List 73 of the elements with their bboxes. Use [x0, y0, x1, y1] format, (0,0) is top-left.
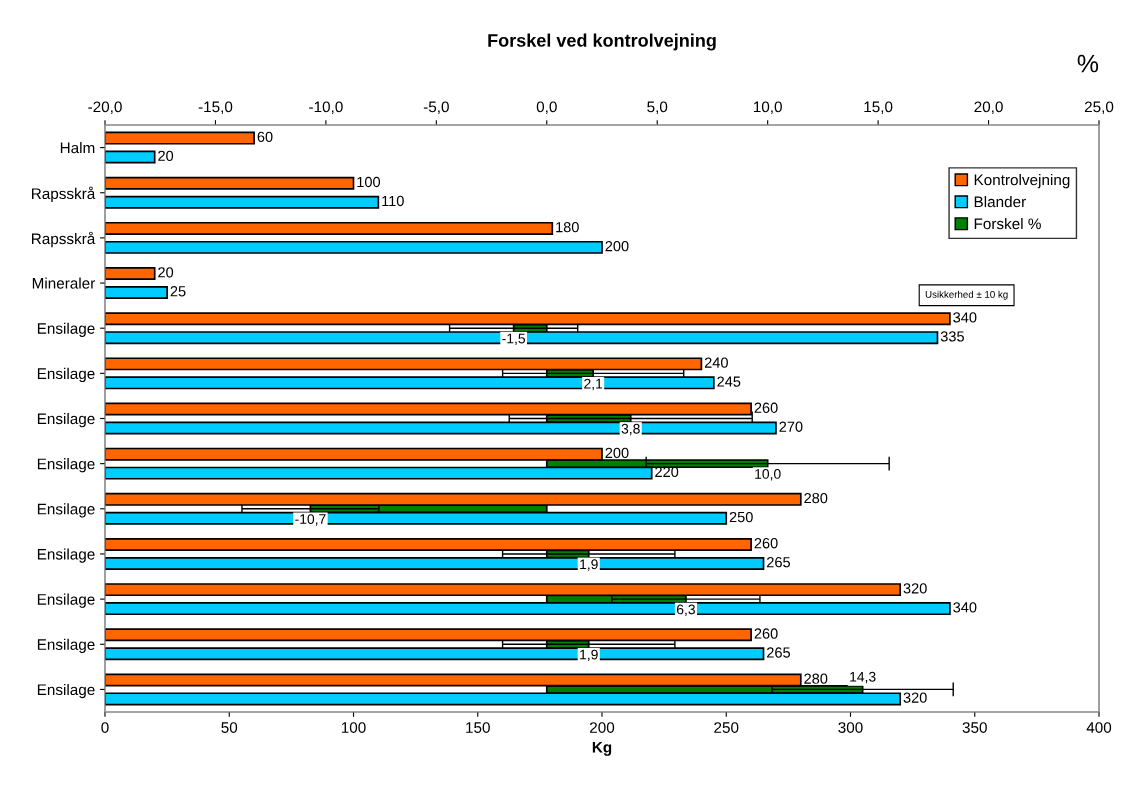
- data-label: 265: [767, 557, 791, 568]
- legend-label: Forskel %: [974, 217, 1041, 230]
- legend-label: Kontrolvejning: [974, 174, 1070, 189]
- data-label: -1,5: [502, 333, 526, 346]
- x-tick-label: 150: [466, 722, 490, 733]
- x2-tick-label: 25,0: [1084, 101, 1114, 115]
- data-label: 280: [804, 673, 828, 684]
- data-label: 260: [754, 628, 778, 639]
- data-label: 240: [704, 357, 728, 368]
- data-label: 60: [257, 131, 273, 143]
- data-label: 10,0: [755, 469, 781, 481]
- data-label: 14,3: [850, 671, 876, 684]
- y-tick-label: Ensilage: [37, 367, 95, 383]
- y-tick-label: Rapsskrå: [32, 186, 96, 203]
- data-label: 1,9: [580, 559, 598, 571]
- data-label: 2,1: [584, 378, 603, 391]
- x2-tick-label: -10,0: [309, 101, 343, 115]
- x2-tick-label: -5,0: [423, 101, 449, 115]
- x-tick-label: 250: [714, 722, 739, 733]
- data-label: 245: [717, 376, 741, 387]
- data-label: 3,8: [621, 423, 640, 436]
- x-tick-label: 0: [101, 722, 109, 733]
- x2-tick-label: -15,0: [198, 101, 233, 115]
- y-tick-label: Ensilage: [37, 503, 95, 518]
- y-tick-label: Ensilage: [37, 412, 95, 428]
- data-label: 6,3: [676, 604, 695, 616]
- data-label: 20: [158, 267, 174, 278]
- x-tick-label: 350: [962, 722, 987, 733]
- data-label: 320: [903, 583, 927, 594]
- data-label: 20: [158, 150, 174, 161]
- data-label: 340: [953, 602, 977, 613]
- x-tick-label: 400: [1086, 722, 1112, 733]
- data-label: 100: [357, 176, 381, 188]
- y-tick-label: Mineraler: [32, 277, 96, 289]
- data-label: 260: [754, 538, 778, 549]
- x-tick-label: 200: [590, 722, 615, 733]
- x-tick-label: 300: [838, 722, 863, 733]
- y-tick-label: Ensilage: [37, 683, 95, 699]
- x2-axis-title: %: [1077, 54, 1099, 73]
- data-label: 260: [754, 402, 778, 413]
- data-label: 110: [382, 195, 404, 207]
- y-tick-label: Halm: [60, 142, 95, 154]
- y-tick-label: Ensilage: [37, 322, 95, 337]
- data-label: 180: [556, 221, 579, 233]
- x2-tick-label: 5,0: [647, 101, 668, 115]
- data-label: 250: [729, 511, 753, 523]
- x2-tick-label: -20,0: [88, 101, 122, 115]
- data-label: -10,7: [295, 514, 326, 526]
- x-tick-label: 50: [221, 722, 238, 733]
- data-label: 320: [903, 692, 927, 703]
- data-label: 25: [170, 286, 186, 297]
- x2-tick-label: 10,0: [753, 101, 782, 115]
- data-label: 280: [804, 492, 828, 504]
- data-label: 1,9: [580, 649, 598, 662]
- y-tick-label: Rapsskrå: [32, 231, 96, 248]
- chart-title: Forskel ved kontrolvejning: [488, 33, 716, 51]
- y-tick-label: Ensilage: [37, 548, 95, 563]
- legend-label: Blander: [974, 196, 1026, 208]
- x2-tick-label: 0,0: [536, 101, 557, 115]
- data-label: 270: [779, 421, 803, 432]
- x-tick-label: 100: [341, 722, 366, 733]
- x-axis-title: Kg: [592, 742, 612, 756]
- y-tick-label: Ensilage: [37, 638, 95, 653]
- data-label: 200: [605, 447, 629, 459]
- data-label: 265: [767, 647, 791, 658]
- annotation: Usikkerhed ± 10 kg: [925, 290, 1008, 300]
- data-label: 200: [605, 240, 629, 252]
- y-tick-label: Ensilage: [37, 593, 95, 608]
- data-label: 340: [953, 312, 977, 323]
- x2-tick-label: 15,0: [864, 101, 893, 115]
- data-label: 335: [940, 331, 964, 342]
- x2-tick-label: 20,0: [974, 101, 1003, 115]
- y-tick-label: Ensilage: [37, 458, 95, 473]
